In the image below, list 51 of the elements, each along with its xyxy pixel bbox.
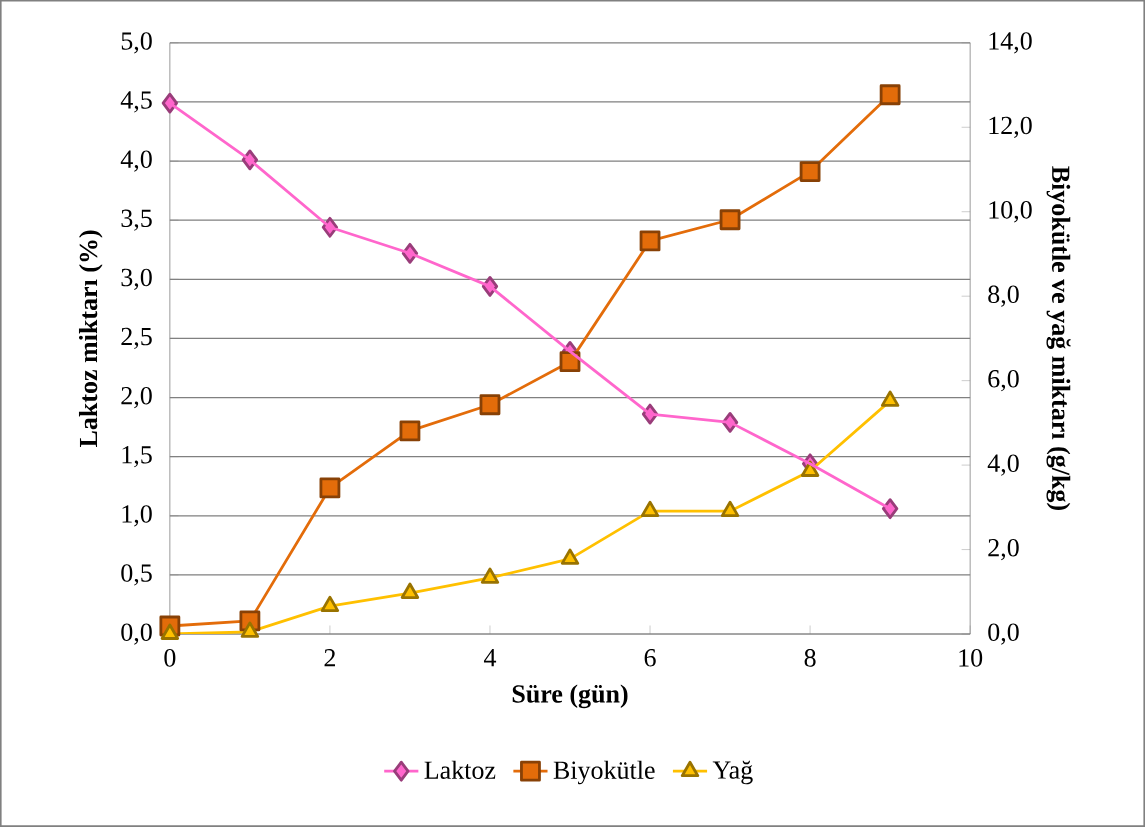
point [640,500,660,518]
y2-tick-label: 2,0 [988,538,1019,561]
y-tick-label: 0,5 [121,564,152,586]
y-tick-label: 1,0 [122,505,152,527]
point [479,394,501,416]
point [161,92,179,114]
point [800,460,820,477]
y-tick-label: 1,5 [122,446,152,468]
point [719,209,741,231]
x-tick-label: 8 [804,649,816,667]
y2-tick-label: 0,0 [988,623,1019,645]
x-tick-label: 0 [164,649,176,667]
y2-tick-label: 12,0 [989,116,1032,138]
x-tick-label: 6 [644,649,656,667]
y-tick-label: 3,0 [121,268,152,291]
y-tick-label: 4,5 [120,91,152,113]
y-tick-label: 3,5 [121,209,152,231]
x-tick-label: 10 [959,649,983,667]
y-tick-label: 2,0 [121,386,152,409]
point [720,500,740,518]
point [559,351,581,373]
y-tick-label: 2,5 [121,327,152,350]
point [320,595,340,613]
y-tick-label: 5,0 [121,32,152,54]
point [881,498,899,520]
point [560,548,580,565]
y2-tick-label: 4,0 [987,454,1019,476]
point [879,84,901,106]
y2-tick-label: 10,0 [989,201,1032,223]
legend-label: Yağ [712,760,753,785]
point [240,621,260,638]
y-tick-label: 0,0 [121,623,152,645]
y2-axis-title: Biyokütle ve yağ miktarı (g/kg) [1046,166,1071,511]
legend-label: Laktoz [424,760,496,780]
x-axis-title: Süre (gün) [512,684,628,709]
point [399,420,421,442]
point [400,582,420,600]
y-axis-title: Laktoz miktarı (%) [78,230,103,448]
point [799,161,821,183]
y2-tick-label: 14,0 [989,32,1032,54]
x-tick-label: 4 [483,649,497,667]
point [880,390,900,407]
point [639,230,661,252]
y2-tick-label: 6,0 [988,370,1019,392]
point [480,567,500,584]
y2-tick-label: 8,0 [988,285,1019,307]
y-tick-label: 4,0 [120,150,152,172]
point [319,477,341,499]
x-tick-label: 2 [324,649,335,667]
point [160,623,180,640]
legend-label: Biyokütle [553,760,655,785]
